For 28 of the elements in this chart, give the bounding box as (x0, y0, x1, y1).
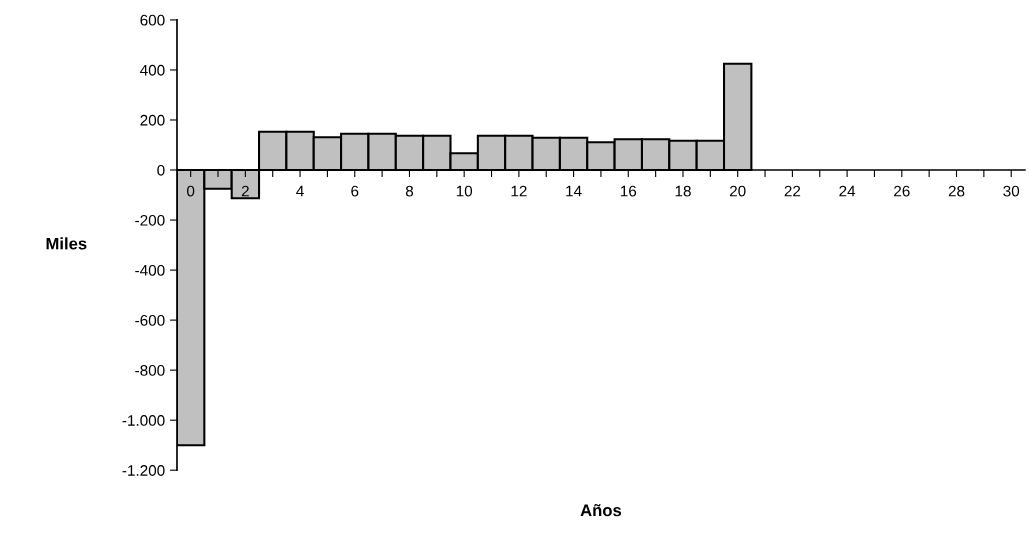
x-tick-label: 20 (729, 185, 746, 197)
y-axis-title: Miles (46, 237, 87, 250)
y-tick-label: 600 (140, 14, 165, 26)
x-axis-title: Años (580, 504, 622, 517)
x-tick-label: 6 (351, 185, 359, 197)
y-tick-label: -1.000 (122, 415, 165, 426)
x-tick-label: 16 (620, 185, 637, 197)
x-tick-label: 24 (839, 185, 856, 197)
y-tick-label: 200 (140, 114, 165, 126)
x-tick-label: 14 (566, 185, 582, 197)
x-tick-label: 10 (456, 185, 473, 197)
x-tick-label: 18 (675, 185, 691, 197)
x-tick-label: 30 (1003, 185, 1020, 197)
x-tick-label: 4 (296, 185, 304, 197)
x-tick-label: 8 (405, 185, 414, 197)
y-tick-label: -600 (135, 314, 165, 326)
y-tick-label: -1.200 (122, 465, 165, 476)
x-tick-label: 12 (511, 185, 527, 197)
y-tick-label: -200 (135, 214, 165, 226)
x-tick-label: 28 (948, 185, 965, 197)
y-tick-label: -400 (135, 264, 165, 276)
x-tick-label: 26 (894, 185, 910, 197)
y-tick-label: 400 (140, 64, 165, 76)
x-tick-label: 0 (187, 185, 195, 197)
y-tick-label: 0 (157, 164, 165, 176)
x-tick-label: 2 (241, 185, 249, 197)
x-tick-label: 22 (784, 185, 801, 197)
y-tick-label: -800 (135, 365, 165, 376)
